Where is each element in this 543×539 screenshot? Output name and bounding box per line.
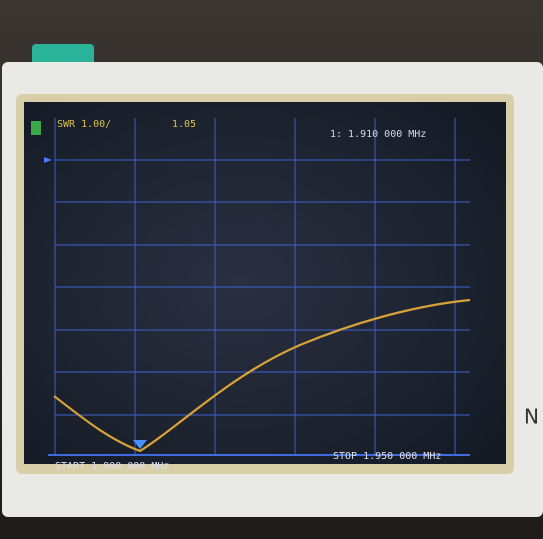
reference-marker [44,157,52,163]
marker-1 [133,440,147,449]
battery-icon [31,121,41,135]
start-frequency: START 1.900 000 MHz [55,461,169,472]
swr-trace [53,298,471,453]
stop-frequency: STOP 1.950 000 MHz [333,451,441,462]
grid [48,118,470,456]
trace-scale: 1.05 [172,119,196,130]
device-label: N [524,405,539,429]
trace-label: SWR 1.00/ [57,119,111,130]
marker-readout: 1: 1.910 000 MHz [330,129,426,140]
screen [24,102,506,464]
